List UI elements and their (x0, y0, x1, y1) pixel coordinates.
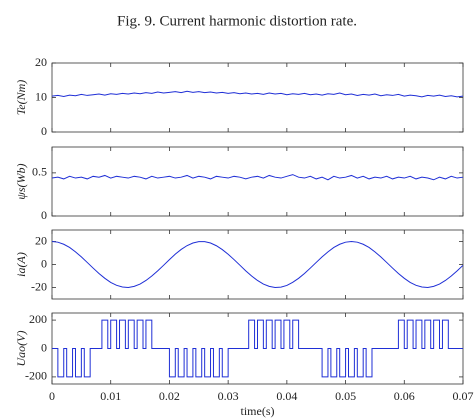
x-tick-label: 0.03 (218, 389, 239, 403)
y-tick-label: 200 (29, 312, 47, 326)
x-tick-label: 0.01 (100, 389, 121, 403)
y-axis-label: ia(A) (14, 252, 28, 277)
y-tick-label: 0 (41, 208, 47, 222)
x-tick-label: 0.06 (394, 389, 415, 403)
x-axis-label: time(s) (241, 404, 275, 418)
x-tick-label: 0.02 (159, 389, 180, 403)
axes-frame (51, 229, 464, 300)
x-tick-label: 0.04 (276, 389, 297, 403)
y-tick-label: -20 (31, 279, 47, 293)
y-tick-label: 0 (41, 124, 47, 138)
caption: Fig. 9. Current harmonic distortion rate… (117, 13, 357, 29)
signal-line (51, 174, 464, 181)
y-tick-label: 0 (41, 340, 47, 354)
y-tick-label: 0.5 (32, 165, 47, 179)
axes-frame (51, 146, 464, 217)
y-tick-label: 10 (35, 89, 47, 103)
y-tick-label: 20 (35, 55, 47, 69)
signal-step (52, 319, 463, 378)
y-tick-label: 0 (41, 256, 47, 270)
x-tick-label: 0.05 (335, 389, 356, 403)
y-tick-label: 20 (35, 233, 47, 247)
y-axis-label: ψs(Wb) (14, 163, 28, 199)
x-tick-label: 0 (49, 389, 55, 403)
signal-line (51, 90, 464, 98)
y-tick-label: -200 (25, 369, 47, 383)
y-axis-label: Te(Nm) (14, 80, 28, 116)
signal-line (51, 240, 464, 289)
axes-frame (51, 62, 464, 133)
x-tick-label: 0.07 (453, 389, 474, 403)
y-axis-label: Uao(V) (14, 331, 28, 367)
